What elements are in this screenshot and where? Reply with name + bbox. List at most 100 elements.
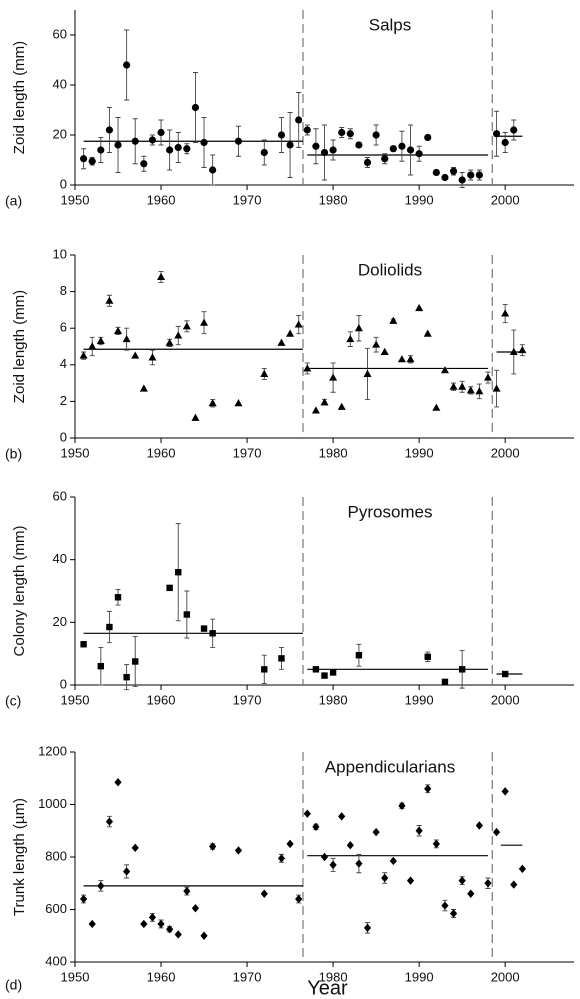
data-point xyxy=(372,827,380,837)
data-point xyxy=(441,901,449,910)
data-point xyxy=(200,138,208,147)
panel-title: Pyrosomes xyxy=(347,502,432,521)
data-point xyxy=(80,894,88,904)
data-point xyxy=(415,150,423,158)
data-point xyxy=(449,382,458,390)
data-point xyxy=(200,625,208,632)
data-point xyxy=(355,141,363,149)
data-point xyxy=(389,145,397,153)
data-point xyxy=(157,128,165,137)
data-point xyxy=(398,801,406,811)
data-point xyxy=(234,137,243,145)
data-point xyxy=(277,854,286,863)
data-point xyxy=(96,336,105,345)
y-tick-label: 0 xyxy=(60,176,67,191)
data-point xyxy=(380,347,389,355)
data-point xyxy=(440,366,449,374)
y-tick-label: 60 xyxy=(53,488,67,503)
data-point xyxy=(406,355,415,363)
data-point xyxy=(510,880,518,889)
panel-label: (d) xyxy=(5,977,22,993)
data-point xyxy=(501,670,509,678)
data-point xyxy=(174,930,182,939)
data-point xyxy=(200,318,209,326)
data-point xyxy=(484,879,492,888)
data-point xyxy=(80,155,88,163)
data-point xyxy=(475,821,483,830)
data-point xyxy=(294,320,303,328)
data-point xyxy=(165,338,174,346)
data-point xyxy=(501,787,509,796)
data-point xyxy=(466,386,475,394)
data-point xyxy=(423,329,432,337)
data-point xyxy=(338,128,346,137)
data-point xyxy=(295,116,303,124)
data-point xyxy=(114,777,122,787)
data-point xyxy=(329,669,337,676)
data-point xyxy=(492,384,501,392)
y-tick-label: 60 xyxy=(53,26,67,41)
data-point xyxy=(157,919,165,929)
data-point xyxy=(406,146,415,154)
data-point xyxy=(510,126,518,134)
x-tick-label: 1960 xyxy=(147,192,176,207)
data-point xyxy=(467,171,475,179)
data-point xyxy=(320,148,329,157)
data-point xyxy=(132,658,139,665)
data-point xyxy=(329,146,337,154)
panel-title: Salps xyxy=(369,15,412,34)
x-axis-label: Year xyxy=(307,977,348,999)
x-tick-label: 1960 xyxy=(147,445,176,460)
panel-label: (a) xyxy=(5,193,22,209)
data-point xyxy=(415,303,424,312)
y-tick-label: 40 xyxy=(53,551,67,566)
x-tick-label: 2000 xyxy=(491,692,520,707)
data-point xyxy=(166,924,174,934)
y-tick-label: 2 xyxy=(60,393,67,408)
data-point xyxy=(131,137,139,145)
data-point xyxy=(320,852,329,862)
data-point xyxy=(424,784,432,793)
data-point xyxy=(105,817,114,826)
data-point xyxy=(175,569,182,576)
data-point xyxy=(183,145,191,153)
y-tick-label: 20 xyxy=(53,614,67,629)
data-point xyxy=(501,138,509,147)
data-point xyxy=(79,351,88,359)
data-point xyxy=(114,594,122,601)
x-tick-label: 1950 xyxy=(61,692,90,707)
panel-title: Appendicularians xyxy=(325,757,455,776)
data-point xyxy=(441,173,449,182)
y-tick-label: 40 xyxy=(53,76,67,91)
data-point xyxy=(123,867,131,876)
panel-label: (c) xyxy=(5,693,21,709)
data-point xyxy=(97,146,105,154)
data-point xyxy=(389,316,398,324)
data-point xyxy=(140,160,148,168)
data-point xyxy=(415,826,423,835)
x-tick-label: 1980 xyxy=(319,969,348,984)
data-point xyxy=(441,678,449,686)
data-point xyxy=(234,399,243,407)
y-axis-label: Zoid length (mm) xyxy=(11,290,28,403)
data-point xyxy=(381,873,389,883)
y-tick-label: 10 xyxy=(53,246,67,261)
data-point xyxy=(157,272,166,280)
x-tick-label: 2000 xyxy=(491,445,520,460)
data-point xyxy=(208,399,217,407)
data-point xyxy=(295,894,303,904)
data-point xyxy=(97,881,105,891)
panel-label: (b) xyxy=(5,446,22,462)
y-tick-label: 1000 xyxy=(38,796,67,811)
data-point xyxy=(432,839,440,849)
data-point xyxy=(191,413,200,421)
data-point xyxy=(286,141,294,149)
data-point xyxy=(458,666,466,673)
data-point xyxy=(458,176,466,184)
x-tick-label: 1970 xyxy=(233,445,262,460)
data-point xyxy=(449,909,458,918)
data-point xyxy=(354,324,363,332)
x-tick-label: 1960 xyxy=(147,969,176,984)
data-point xyxy=(312,822,320,832)
